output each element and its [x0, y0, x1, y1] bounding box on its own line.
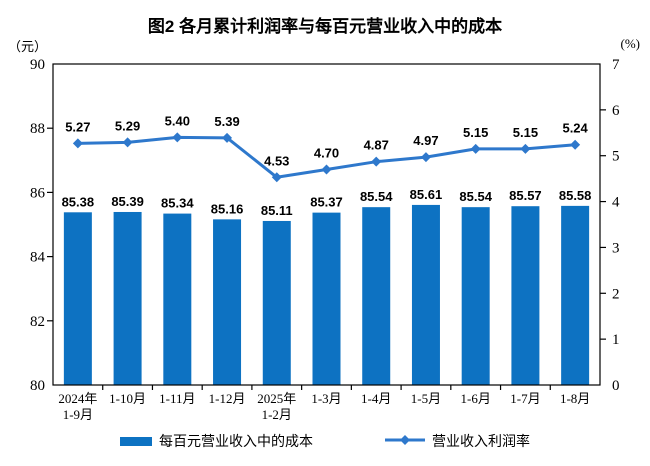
line-value-label: 5.27 [65, 119, 90, 134]
x-axis-category-label: 1-6月 [461, 391, 491, 406]
bar [262, 220, 291, 385]
x-axis-category-label: 1-4月 [361, 391, 391, 406]
line-legend-swatch [385, 433, 425, 449]
line-marker [470, 143, 481, 154]
line-marker [570, 139, 581, 150]
left-axis-tick-label: 80 [30, 378, 45, 394]
line-marker [72, 138, 83, 149]
x-axis-category-label: 2024年 1-9月 [58, 391, 97, 422]
x-axis-category-label: 1-7月 [510, 391, 540, 406]
bar [63, 212, 92, 385]
right-axis-tick-label: 4 [612, 195, 620, 211]
bar [163, 213, 192, 385]
right-axis-tick-label: 0 [612, 378, 620, 394]
x-axis-category-label: 1-11月 [159, 391, 195, 406]
right-axis-tick-label: 3 [612, 240, 620, 256]
bar-legend-swatch [120, 436, 152, 446]
right-axis-tick-label: 6 [612, 103, 620, 119]
bar-value-label: 85.11 [261, 203, 293, 218]
line-value-label: 4.97 [413, 133, 438, 148]
line-marker [520, 143, 531, 154]
bar-value-label: 85.16 [211, 201, 244, 216]
line-marker [321, 164, 332, 175]
bar-value-label: 85.38 [62, 194, 95, 209]
left-axis-unit-label: （元） [8, 39, 48, 54]
legend-label-cost: 每百元营业收入中的成本 [159, 433, 313, 449]
line-marker-glyph [385, 435, 425, 445]
bar [411, 204, 440, 385]
left-axis-tick-label: 82 [30, 314, 45, 330]
line-value-label: 4.87 [364, 138, 389, 153]
legend-item-cost: 每百元营业收入中的成本 [120, 431, 313, 451]
bar-value-label: 85.54 [459, 189, 492, 204]
x-axis-category-label: 1-5月 [411, 391, 441, 406]
line-marker [371, 156, 382, 167]
bar-value-label: 85.34 [161, 196, 194, 211]
bar [213, 219, 242, 385]
left-axis-tick-label: 88 [30, 121, 45, 137]
line-value-label: 5.40 [165, 113, 190, 128]
line-value-label: 5.15 [463, 125, 488, 140]
line-marker [172, 132, 183, 143]
right-axis-tick-label: 5 [612, 149, 620, 165]
chart-title: 图2 各月累计利润率与每百元营业收入中的成本 [147, 17, 503, 36]
bar-value-label: 85.61 [410, 187, 443, 202]
right-axis-tick-label: 1 [612, 332, 620, 348]
bar-value-label: 85.58 [559, 188, 592, 203]
left-axis-tick-label: 84 [30, 250, 46, 266]
left-axis-tick-label: 86 [30, 185, 46, 201]
left-axis-tick-label: 90 [30, 57, 45, 73]
bar [362, 207, 391, 385]
legend-label-profit: 营业收入利润率 [432, 433, 530, 449]
line-value-label: 5.24 [562, 121, 588, 136]
line-value-label: 4.70 [314, 145, 339, 160]
line-marker [222, 132, 233, 143]
bar [511, 206, 540, 385]
line-value-label: 5.39 [214, 114, 239, 129]
bar [113, 211, 142, 385]
right-axis-unit-label: (%) [620, 36, 641, 51]
bar-value-label: 85.57 [509, 188, 542, 203]
line-marker [420, 152, 431, 163]
line-marker [122, 137, 133, 148]
legend: 每百元营业收入中的成本 营业收入利润率 [0, 431, 650, 451]
legend-item-profit: 营业收入利润率 [385, 431, 530, 451]
line-value-label: 5.29 [115, 118, 140, 133]
x-axis-category-label: 1-8月 [560, 391, 590, 406]
plot-frame [52, 63, 601, 386]
bar [561, 205, 590, 385]
line-marker [271, 172, 282, 183]
bar [312, 212, 341, 385]
bar-value-label: 85.39 [111, 194, 144, 209]
line-value-label: 4.53 [264, 153, 289, 168]
line-value-label: 5.15 [513, 125, 538, 140]
x-axis-category-label: 1-3月 [311, 391, 341, 406]
x-axis-category-label: 2025年 1-2月 [257, 391, 296, 422]
x-axis-category-label: 1-12月 [209, 391, 246, 406]
bar-value-label: 85.54 [360, 189, 393, 204]
bar [461, 207, 490, 385]
bar-value-label: 85.37 [310, 195, 343, 210]
right-axis-tick-label: 2 [612, 286, 620, 302]
right-axis-tick-label: 7 [612, 57, 620, 73]
x-axis-category-label: 1-10月 [109, 391, 146, 406]
